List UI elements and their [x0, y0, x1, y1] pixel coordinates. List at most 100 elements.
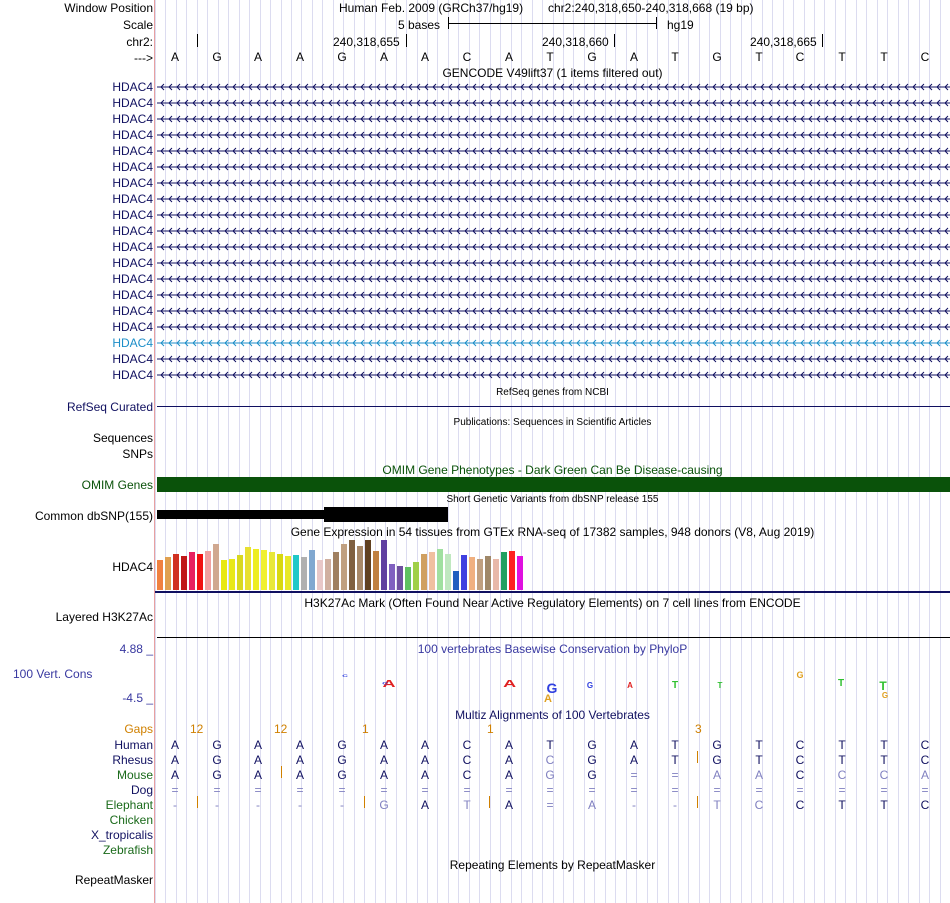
gene-transcript[interactable] [157, 307, 950, 315]
gene-transcript[interactable] [157, 259, 950, 267]
omim-gene-bar[interactable] [157, 477, 950, 492]
gtex-tissue-bar[interactable] [413, 562, 419, 590]
gene-label[interactable]: HDAC4 [112, 96, 153, 110]
gene-label[interactable]: HDAC4 [112, 128, 153, 142]
gene-transcript[interactable] [157, 195, 950, 203]
gtex-tissue-bar[interactable] [293, 555, 299, 590]
refseq-track-title[interactable]: RefSeq genes from NCBI [496, 387, 609, 398]
gtex-tissue-bar[interactable] [509, 551, 515, 590]
gene-label[interactable]: HDAC4 [112, 352, 153, 366]
species-label-mouse[interactable]: Mouse [116, 768, 153, 782]
refseq-label[interactable]: RefSeq Curated [66, 400, 153, 414]
dbsnp-track-title[interactable]: Short Genetic Variants from dbSNP releas… [446, 494, 659, 505]
gencode-track-title[interactable]: GENCODE V49lift37 (1 items filtered out) [442, 66, 663, 80]
gene-transcript[interactable] [157, 275, 950, 283]
refseq-gene-line[interactable] [157, 406, 950, 407]
gtex-tissue-bar[interactable] [229, 559, 235, 590]
gtex-tissue-bar[interactable] [365, 540, 371, 590]
gtex-tissue-bar[interactable] [445, 554, 451, 590]
gtex-tissue-bar[interactable] [373, 551, 379, 590]
gtex-tissue-bar[interactable] [461, 555, 467, 590]
species-label-human[interactable]: Human [114, 738, 153, 752]
gene-label[interactable]: HDAC4 [112, 320, 153, 334]
h3k27ac-track-title[interactable]: H3K27Ac Mark (Often Found Near Active Re… [304, 596, 801, 610]
gene-label[interactable]: HDAC4 [112, 112, 153, 126]
snp-feature[interactable] [324, 507, 448, 522]
gtex-tissue-bar[interactable] [333, 552, 339, 590]
gene-transcript[interactable] [157, 179, 950, 187]
publications-track-title[interactable]: Publications: Sequences in Scientific Ar… [453, 417, 652, 428]
gene-transcript[interactable] [157, 355, 950, 363]
repeatmasker-track-title[interactable]: Repeating Elements by RepeatMasker [449, 858, 656, 872]
gene-label[interactable]: HDAC4 [112, 368, 153, 382]
gtex-tissue-bar[interactable] [493, 559, 499, 590]
gtex-tissue-bar[interactable] [381, 540, 387, 590]
gtex-tissue-bar[interactable] [437, 549, 443, 590]
gtex-tissue-bar[interactable] [285, 556, 291, 590]
gtex-tissue-bar[interactable] [421, 554, 427, 590]
phylop-track-title[interactable]: 100 vertebrates Basewise Conservation by… [417, 642, 688, 656]
gene-transcript[interactable] [157, 147, 950, 155]
gtex-tissue-bar[interactable] [277, 554, 283, 590]
gene-label-highlighted[interactable]: HDAC4 [112, 336, 153, 350]
snp-feature[interactable] [157, 510, 325, 519]
gtex-tissue-bar[interactable] [245, 547, 251, 590]
dbsnp-label[interactable]: Common dbSNP(155) [34, 509, 153, 523]
gtex-tissue-bar[interactable] [501, 552, 507, 590]
gene-transcript-highlighted[interactable] [157, 339, 950, 347]
gtex-tissue-bar[interactable] [453, 571, 459, 590]
gene-transcript[interactable] [157, 371, 950, 379]
gene-transcript[interactable] [157, 227, 950, 235]
gene-transcript[interactable] [157, 83, 950, 91]
species-label-chicken[interactable]: Chicken [109, 813, 153, 827]
gene-transcript[interactable] [157, 211, 950, 219]
gtex-tissue-bar[interactable] [317, 560, 323, 590]
gtex-tissue-bar[interactable] [197, 554, 203, 590]
gene-label[interactable]: HDAC4 [112, 80, 153, 94]
gene-label[interactable]: HDAC4 [112, 304, 153, 318]
gene-transcript[interactable] [157, 163, 950, 171]
omim-label[interactable]: OMIM Genes [81, 478, 153, 492]
gtex-tissue-bar[interactable] [205, 551, 211, 590]
gene-label[interactable]: HDAC4 [112, 288, 153, 302]
gtex-tissue-bar[interactable] [237, 555, 243, 590]
gtex-tissue-bar[interactable] [157, 560, 163, 590]
gene-transcript[interactable] [157, 99, 950, 107]
gtex-tissue-bar[interactable] [397, 566, 403, 590]
gene-label[interactable]: HDAC4 [112, 256, 153, 270]
gene-transcript[interactable] [157, 291, 950, 299]
publications-snps-label[interactable]: SNPs [122, 447, 153, 461]
phylop-label[interactable]: 100 Vert. Cons [13, 667, 93, 681]
species-label-x-tropicalis[interactable]: X_tropicalis [90, 828, 153, 842]
gene-transcript[interactable] [157, 131, 950, 139]
gtex-tissue-bar[interactable] [389, 564, 395, 590]
gene-label[interactable]: HDAC4 [112, 240, 153, 254]
publications-sequences-label[interactable]: Sequences [92, 431, 153, 445]
gene-transcript[interactable] [157, 243, 950, 251]
species-label-dog[interactable]: Dog [130, 783, 153, 797]
gtex-tissue-bar[interactable] [301, 557, 307, 590]
gene-label[interactable]: HDAC4 [112, 272, 153, 286]
strand-label[interactable]: ---> [134, 51, 153, 65]
gtex-tissue-bar[interactable] [405, 567, 411, 590]
phylop-logo[interactable]: A C C A G A G A T T G T T G [155, 670, 950, 705]
omim-track-title[interactable]: OMIM Gene Phenotypes - Dark Green Can Be… [382, 463, 723, 477]
gene-transcript[interactable] [157, 323, 950, 331]
gene-label[interactable]: HDAC4 [112, 176, 153, 190]
species-label-rhesus[interactable]: Rhesus [112, 753, 153, 767]
gtex-tissue-bar[interactable] [325, 559, 331, 590]
gene-label[interactable]: HDAC4 [112, 144, 153, 158]
gtex-tissue-bar[interactable] [309, 550, 315, 590]
repeatmasker-label[interactable]: RepeatMasker [74, 873, 153, 887]
gtex-tissue-bar[interactable] [469, 557, 475, 590]
gene-label[interactable]: HDAC4 [112, 224, 153, 238]
gene-label[interactable]: HDAC4 [112, 208, 153, 222]
gtex-tissue-bar[interactable] [517, 556, 523, 590]
gtex-track-title[interactable]: Gene Expression in 54 tissues from GTEx … [290, 525, 815, 539]
species-label-elephant[interactable]: Elephant [105, 798, 153, 812]
gene-transcript[interactable] [157, 115, 950, 123]
h3k27ac-label[interactable]: Layered H3K27Ac [55, 610, 153, 624]
gtex-tissue-bar[interactable] [221, 560, 227, 590]
gtex-tissue-bar[interactable] [165, 557, 171, 590]
gtex-tissue-bar[interactable] [189, 552, 195, 590]
